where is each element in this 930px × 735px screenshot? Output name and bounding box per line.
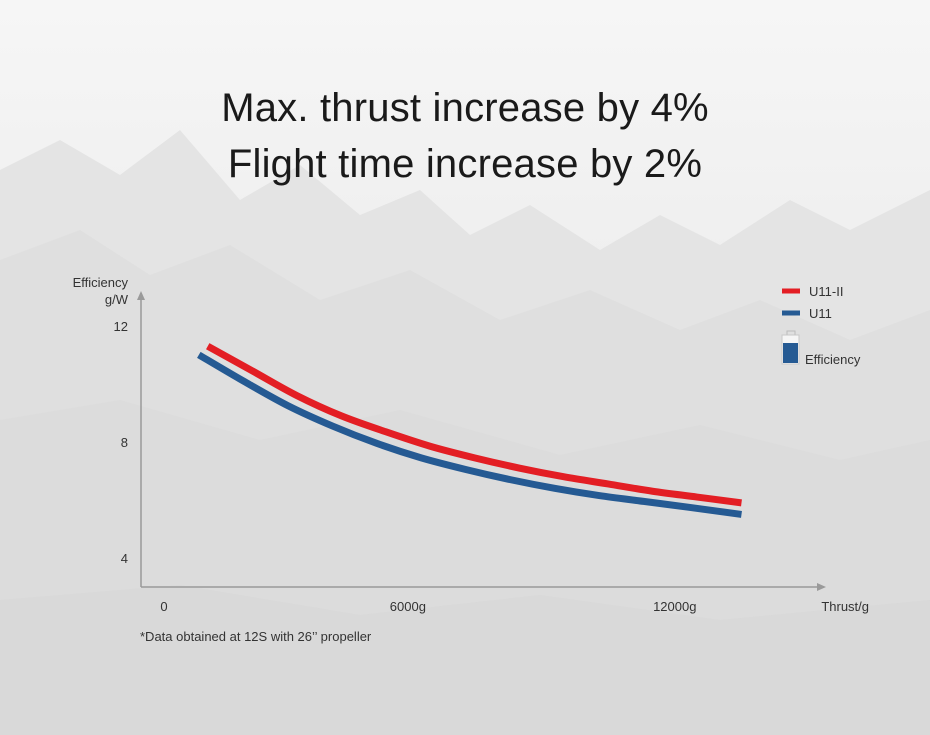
- legend-label-efficiency: Efficiency: [805, 352, 861, 367]
- x-axis-label: Thrust/g: [821, 599, 869, 614]
- legend-label-u11-ii: U11-II: [809, 284, 843, 299]
- y-tick-label: 4: [121, 551, 128, 566]
- chart-series: [197, 343, 742, 518]
- x-tick-label: 0: [160, 599, 167, 614]
- series-line-u11-ii: [206, 343, 742, 507]
- y-tick-label: 12: [114, 319, 128, 334]
- headline-line-2: Flight time increase by 2%: [227, 142, 703, 186]
- chart-legend: U11-II U11 Efficiency: [781, 284, 861, 367]
- chart-ticks: 4 8 12 0 6000g 12000g: [114, 319, 697, 614]
- battery-cap-icon: [786, 330, 796, 336]
- y-axis-arrow-icon: [137, 291, 145, 300]
- headline-line-1: Max. thrust increase by 4%: [221, 86, 709, 130]
- x-tick-label: 12000g: [653, 599, 696, 614]
- y-axis-label-line-2: g/W: [105, 292, 129, 307]
- y-tick-label: 8: [121, 435, 128, 450]
- battery-fill-icon: [783, 343, 798, 363]
- y-axis-label-line-1: Efficiency: [73, 275, 129, 290]
- series-line-u11: [197, 351, 742, 518]
- x-tick-label: 6000g: [390, 599, 426, 614]
- chart-axes: Efficiency g/W Thrust/g: [73, 275, 869, 614]
- footnote: *Data obtained at 12S with 26’’ propelle…: [140, 629, 372, 644]
- x-axis-arrow-icon: [817, 583, 826, 591]
- legend-label-u11: U11: [809, 306, 832, 321]
